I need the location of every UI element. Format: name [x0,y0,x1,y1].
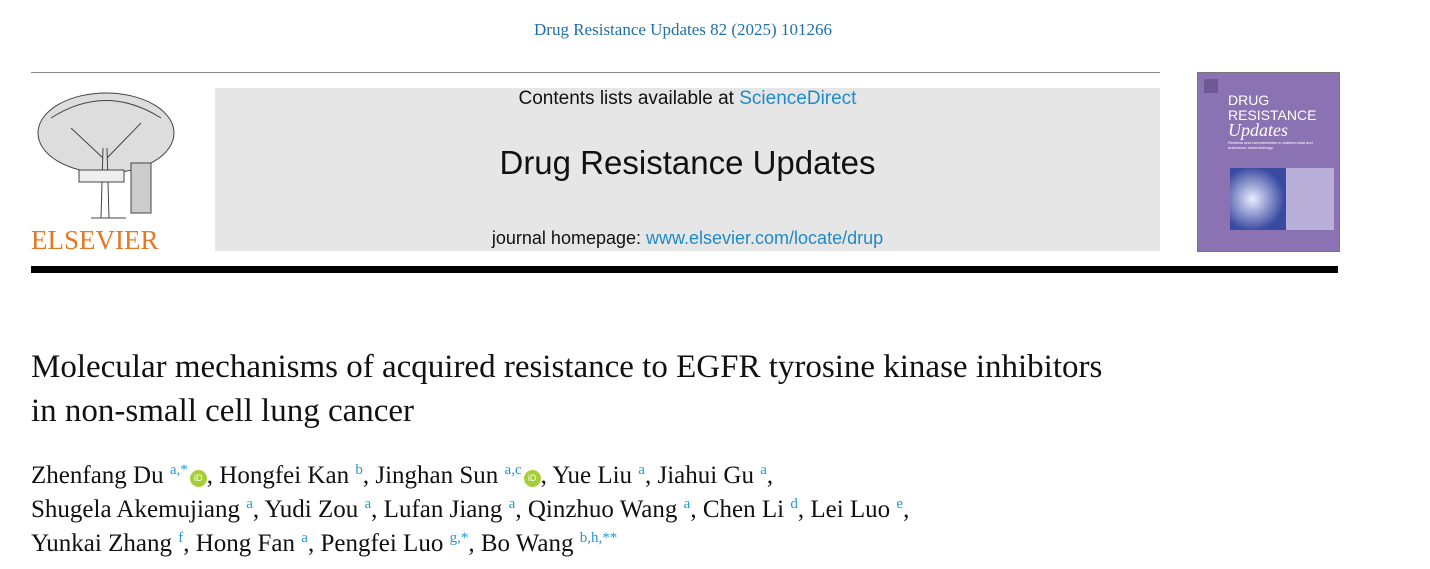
affiliation-marker[interactable]: d [790,496,798,512]
affiliation-marker[interactable]: a [683,496,691,512]
affiliation-marker[interactable]: a [760,462,767,478]
cover-title-line3: Updates [1228,120,1288,140]
journal-name: Drug Resistance Updates [499,144,876,181]
author-name[interactable]: Bo Wang [480,530,574,557]
affiliation-marker[interactable]: a [638,462,645,478]
orcid-icon[interactable]: iD [523,470,541,487]
author-name[interactable]: Yudi Zou [264,496,359,523]
author-name[interactable]: Yue Liu [552,462,633,489]
cover-subtitle: Reviews and commentaries in antimicrobia… [1228,140,1313,150]
affiliation-marker[interactable]: a,* [169,462,188,478]
divider [31,72,1160,73]
journal-masthead: Contents lists available at ScienceDirec… [215,88,1160,251]
affiliation-marker[interactable]: b,h,** [579,530,618,546]
author-name[interactable]: Hong Fan [195,530,296,557]
homepage-line: journal homepage: www.elsevier.com/locat… [215,228,1160,249]
affiliation-marker[interactable]: a [364,496,372,512]
elsevier-logo-text: ELSEVIER [31,225,159,255]
affiliation-marker[interactable]: a [301,530,308,546]
journal-cover-image[interactable]: DRUG RESISTANCE Updates Reviews and comm… [1197,72,1340,252]
cover-illustration [1230,168,1286,230]
author-name[interactable]: Chen Li [702,496,785,523]
journal-citation[interactable]: Drug Resistance Updates 82 (2025) 101266 [534,20,832,39]
author-list: Zhenfang Du a,* iD, Hongfei Kan b, Jingha… [31,462,910,557]
article-title: Molecular mechanisms of acquired resista… [31,349,1103,429]
affiliation-marker[interactable]: a,c [504,462,522,478]
contents-prefix: Contents lists available at [518,88,740,109]
affiliation-marker[interactable]: f [178,530,184,546]
author-name[interactable]: Jiahui Gu [657,462,754,489]
affiliation-marker[interactable]: a [508,496,516,512]
sciencedirect-link[interactable]: ScienceDirect [739,88,857,109]
author-name[interactable]: Pengfei Luo [320,530,444,557]
homepage-link[interactable]: www.elsevier.com/locate/drup [646,228,884,248]
contents-line: Contents lists available at ScienceDirec… [215,88,1160,110]
author-name[interactable]: Lufan Jiang [383,496,503,523]
header-rule [31,266,1338,273]
author-name[interactable]: Zhenfang Du [31,462,164,489]
author-name[interactable]: Yunkai Zhang [31,530,172,557]
cover-title-line2: RESISTANCE [1228,107,1317,123]
orcid-icon[interactable]: iD [189,470,207,487]
author-name[interactable]: Jinghan Sun [375,462,499,489]
author-name[interactable]: Qinzhuo Wang [527,496,678,523]
elsevier-small-logo [1204,79,1218,93]
affiliation-marker[interactable]: g,* [449,530,469,546]
author-name[interactable]: Hongfei Kan [219,462,350,489]
author-name[interactable]: Lei Luo [810,496,891,523]
elsevier-tree-logo[interactable] [31,88,181,253]
affiliation-marker[interactable]: e [896,496,904,512]
affiliation-marker[interactable]: a [246,496,253,512]
cover-title-line1: DRUG [1228,92,1270,108]
cover-sidebar [1286,168,1334,230]
homepage-prefix: journal homepage: [491,228,646,248]
author-name[interactable]: Shugela Akemujiang [31,496,240,523]
affiliation-marker[interactable]: b [355,462,363,478]
